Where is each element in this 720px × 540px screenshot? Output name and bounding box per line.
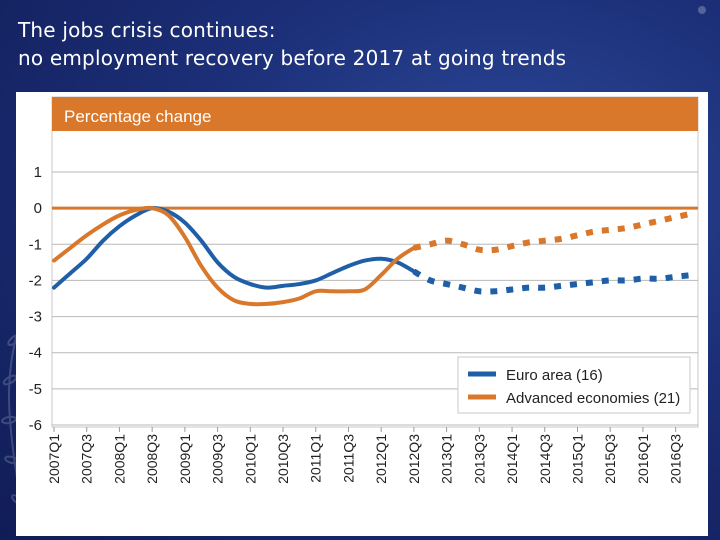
x-tick-label: 2013Q1: [439, 434, 455, 484]
series-line-actual-1: [52, 205, 416, 307]
x-tick-label: 2016Q3: [668, 434, 684, 484]
x-tick-label: 2007Q3: [79, 434, 95, 484]
x-tick-label: 2014Q3: [537, 434, 553, 484]
x-tick-label: 2012Q1: [373, 434, 389, 484]
x-tick-label: 2013Q3: [471, 434, 487, 484]
chart-header-bar: [52, 97, 698, 131]
x-tick-label: 2011Q3: [340, 434, 356, 483]
y-tick-label: -5: [29, 381, 42, 398]
y-tick-label: 1: [34, 164, 42, 181]
x-tick-label: 2008Q1: [111, 434, 127, 484]
x-tick-label: 2012Q3: [406, 434, 422, 484]
y-tick-label: -2: [29, 272, 42, 289]
employment-line-chart: Percentage change 10-1-2-3-4-5-6 2007Q1 2…: [29, 96, 699, 484]
y-tick-label: 0: [34, 200, 42, 217]
chart-header-text: Percentage change: [64, 107, 211, 126]
y-tick-label: -4: [29, 345, 42, 362]
legend-label-advanced: Advanced economies (21): [506, 390, 680, 407]
slide-title-line-2: no employment recovery before 2017 at go…: [18, 46, 567, 70]
y-tick-label: -6: [29, 417, 42, 434]
legend: Euro area (16) Advanced economies (21): [457, 356, 691, 414]
y-tick-labels: 1 0 -1 -2 -3 -4 -5 -6: [29, 164, 42, 434]
x-tick-label: 2008Q3: [144, 434, 160, 484]
y-tick-label: -3: [29, 309, 42, 326]
series-lines: [52, 205, 693, 307]
x-tick-label: 2015Q1: [569, 434, 585, 484]
x-tick-label: 2010Q3: [275, 434, 291, 484]
chart-panel: Percentage change 1 0 -1 -2 -3 -4 -5 -6 2007Q1 2…: [16, 92, 708, 536]
legend-label-euro: Euro area (16): [506, 367, 603, 384]
x-tick-label: 2009Q3: [210, 434, 226, 484]
slide-title: The jobs crisis continues: no employment…: [18, 16, 708, 72]
series-line-actual-0: [52, 206, 416, 290]
x-tick-label: 2016Q1: [635, 434, 651, 484]
x-tick-labels: 2007Q1 2007Q3 2008Q1 2008Q3 2009Q1 2009Q3 2010…: [46, 427, 684, 484]
slide-number-dot: [698, 6, 706, 14]
x-tick-label: 2014Q1: [504, 434, 520, 484]
x-tick-label: 2009Q1: [177, 434, 193, 484]
series-line-projection-1: [413, 210, 693, 254]
series-line-projection-0: [412, 268, 693, 295]
x-tick-label: 2011Q1: [308, 434, 324, 483]
slide-title-line-1: The jobs crisis continues:: [18, 18, 276, 42]
x-tick-label: 2010Q1: [242, 434, 258, 484]
y-tick-label: -1: [29, 236, 42, 253]
x-tick-label: 2015Q3: [602, 434, 618, 484]
x-tick-label: 2007Q1: [46, 434, 62, 484]
